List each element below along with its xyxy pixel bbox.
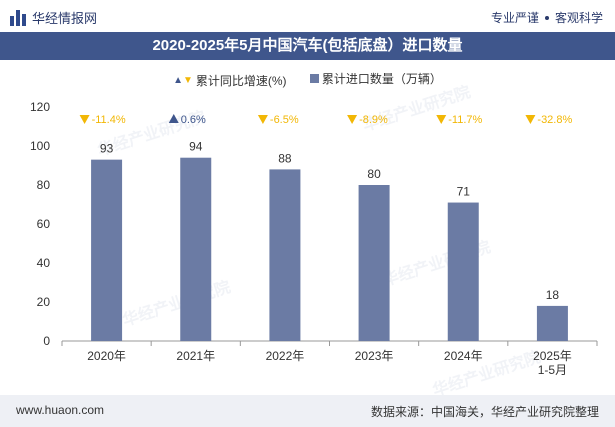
tagline-right: 客观科学 <box>554 11 603 25</box>
triangle-up-icon: ▲ <box>173 75 183 86</box>
bar <box>358 185 390 341</box>
y-tick-label: 20 <box>37 295 51 309</box>
growth-label: -8.9% <box>359 114 388 126</box>
bar-value-label: 88 <box>278 151 292 165</box>
tagline: 专业严谨 客观科学 <box>491 9 603 26</box>
y-tick-label: 0 <box>43 334 50 348</box>
growth-down-icon <box>436 115 447 124</box>
legend-label-growth: 累计同比增速(%) <box>195 74 287 88</box>
bar <box>91 159 123 341</box>
chart-title: 2020-2025年5月中国汽车(包括底盘）进口数量 <box>152 37 463 54</box>
chart-svg: 0 20 40 60 80 100 120 93 2020年 -11.4% 94 2021年 0.6% 8… <box>30 100 598 377</box>
growth-label: -32.8% <box>537 114 572 126</box>
bar <box>447 202 479 341</box>
bar-value-label: 93 <box>100 142 114 156</box>
x-tick-label: 2020年 <box>87 349 126 363</box>
bar-value-label: 18 <box>546 288 560 302</box>
chart-legend: ▲ ▼ 累计同比增速(%) 累计进口数量（万辆） <box>0 70 615 89</box>
growth-label: -6.5% <box>270 114 299 126</box>
bar-value-label: 94 <box>189 140 203 154</box>
footer-source: 数据来源：中国海关，华经产业研究院整理 <box>370 405 599 419</box>
brand-logo-icon <box>10 9 26 26</box>
title-bar: 2020-2025年5月中国汽车(包括底盘）进口数量 <box>0 32 615 60</box>
growth-up-icon <box>168 114 179 123</box>
growth-down-icon <box>347 115 358 124</box>
brand: 华经情报网 <box>10 8 97 27</box>
x-tick-label: 2025年 <box>533 349 572 363</box>
growth-label: -11.7% <box>448 114 482 126</box>
bar-value-label: 80 <box>367 167 381 181</box>
footer: www.huaon.com 数据来源：中国海关，华经产业研究院整理 <box>0 395 615 427</box>
legend-item-growth: ▲ ▼ 累计同比增速(%) <box>173 72 286 89</box>
y-tick-label: 120 <box>30 100 50 114</box>
footer-url: www.huaon.com <box>16 403 105 417</box>
bar <box>180 157 212 341</box>
triangle-down-icon: ▼ <box>182 75 193 86</box>
x-tick-label: 2023年 <box>355 349 394 363</box>
x-tick-label: 2024年 <box>444 349 483 363</box>
y-tick-label: 60 <box>37 217 51 231</box>
x-tick-label: 2021年 <box>176 349 215 363</box>
legend-swatch-volume <box>309 74 319 83</box>
bar <box>536 305 568 341</box>
x-tick-label: 1-5月 <box>538 363 567 377</box>
brand-name: 华经情报网 <box>32 11 98 26</box>
y-tick-label: 40 <box>37 256 51 270</box>
growth-down-icon <box>525 115 536 124</box>
y-tick-label: 80 <box>37 178 51 192</box>
growth-down-icon <box>257 115 268 124</box>
legend-item-volume: 累计进口数量（万辆） <box>309 70 442 87</box>
tagline-left: 专业严谨 <box>490 11 539 25</box>
bar <box>269 169 301 341</box>
growth-down-icon <box>79 115 90 124</box>
x-tick-label: 2022年 <box>266 349 305 363</box>
top-bar: 华经情报网 专业严谨 客观科学 <box>0 0 615 32</box>
growth-label: -11.4% <box>92 114 126 126</box>
bar-value-label: 71 <box>457 185 471 199</box>
growth-label: 0.6% <box>181 114 206 126</box>
y-tick-label: 100 <box>30 139 50 153</box>
legend-label-volume: 累计进口数量（万辆） <box>321 72 442 86</box>
tagline-dot-icon <box>544 15 549 20</box>
